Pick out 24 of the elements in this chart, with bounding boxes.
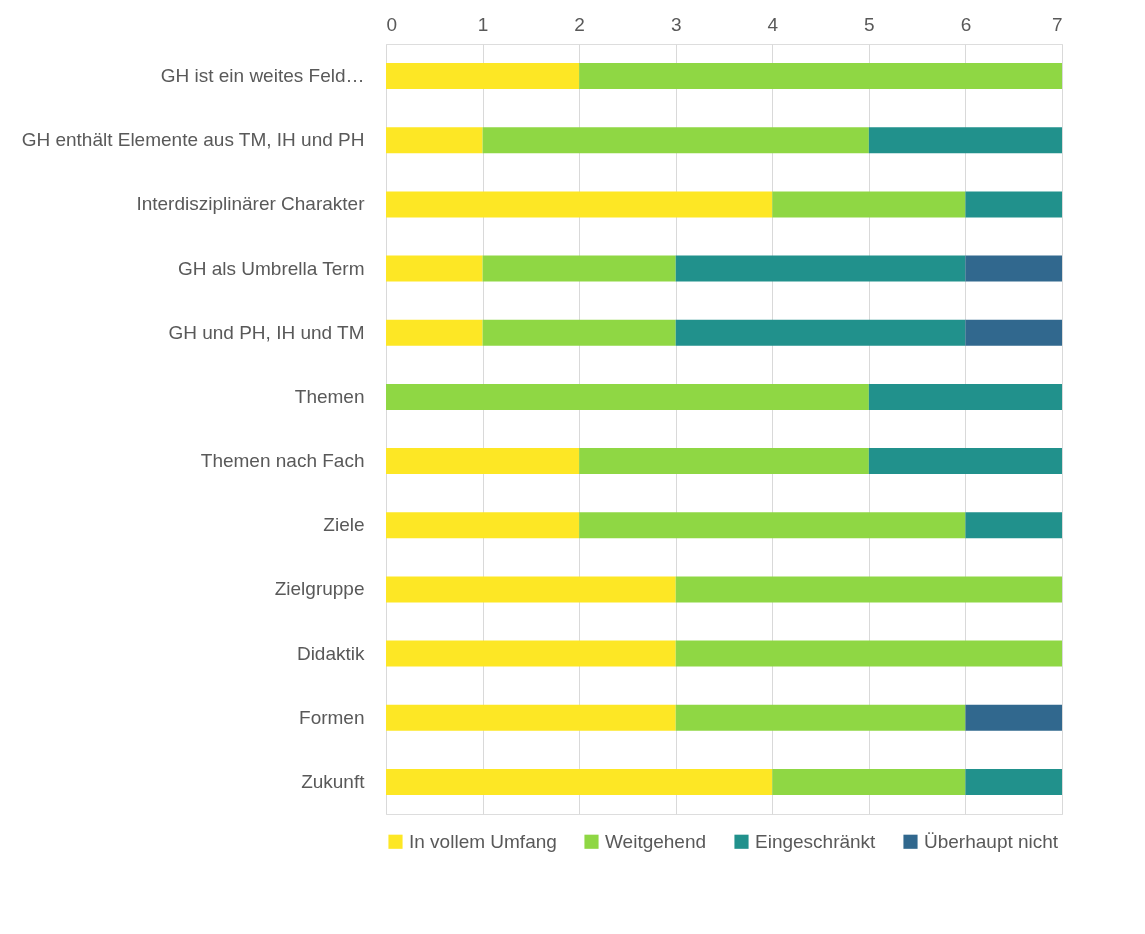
- legend-label: In vollem Umfang: [409, 830, 557, 852]
- x-tick-label: 4: [767, 13, 779, 35]
- y-tick-label: Zielgruppe: [274, 578, 365, 600]
- legend-label: Weitgehend: [605, 830, 707, 852]
- x-tick-label: 2: [574, 13, 585, 35]
- y-tick-label: Interdisziplinärer Charakter: [136, 193, 366, 215]
- x-tick-label: 1: [477, 13, 489, 35]
- y-tick-label: GH als Umbrella Term: [177, 257, 365, 279]
- x-tick-label: 0: [386, 13, 398, 35]
- x-tick-label: 3: [670, 13, 682, 35]
- y-tick-label: GH enthält Elemente aus TM, IH und PH: [21, 129, 365, 151]
- legend-label: Eingeschränkt: [755, 830, 877, 852]
- y-tick-label: GH und PH, IH und TM: [168, 321, 365, 343]
- y-tick-label: Zukunft: [301, 770, 366, 792]
- legend-label: Überhaupt nicht: [924, 830, 1059, 852]
- y-tick-label: Formen: [299, 706, 365, 728]
- y-tick-label: Themen: [294, 385, 365, 407]
- x-tick-label: 7: [1051, 13, 1063, 35]
- y-tick-label: Themen nach Fach: [200, 450, 365, 472]
- y-tick-label: Ziele: [323, 514, 365, 536]
- x-tick-label: 6: [960, 13, 972, 35]
- x-tick-label: 5: [864, 13, 875, 35]
- y-tick-label: Didaktik: [296, 642, 365, 664]
- y-tick-label: GH ist ein weites Feld…: [160, 65, 365, 87]
